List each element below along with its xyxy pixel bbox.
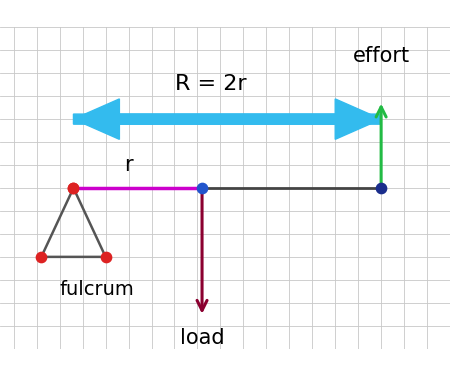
Text: R = 2r: R = 2r bbox=[176, 74, 247, 94]
Point bbox=[70, 185, 77, 191]
Text: load: load bbox=[180, 328, 225, 348]
Point bbox=[38, 254, 45, 260]
Point bbox=[198, 185, 206, 191]
Point bbox=[70, 185, 77, 191]
Text: effort: effort bbox=[352, 45, 410, 66]
Text: r: r bbox=[124, 155, 133, 175]
FancyArrow shape bbox=[73, 99, 381, 139]
FancyArrow shape bbox=[73, 99, 381, 139]
Point bbox=[102, 254, 109, 260]
Point bbox=[378, 185, 385, 191]
Text: fulcrum: fulcrum bbox=[60, 280, 135, 299]
